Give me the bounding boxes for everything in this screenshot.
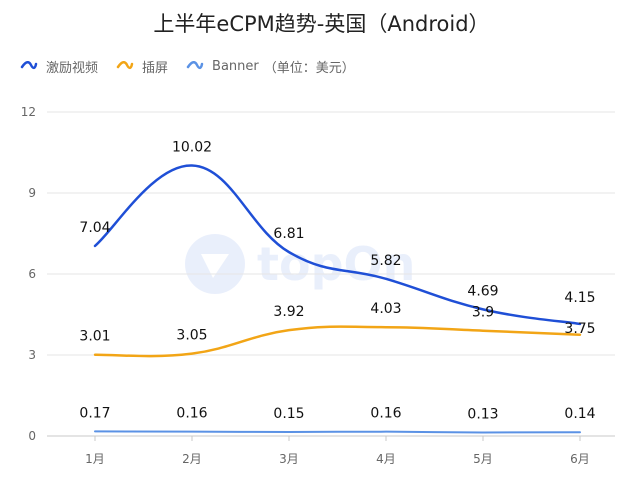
data-label-1-2: 3.92	[273, 304, 304, 320]
x-tick-label-3: 4月	[376, 452, 396, 466]
data-label-1-0: 3.01	[79, 329, 110, 345]
data-label-0-3: 5.82	[370, 253, 401, 269]
data-point-1-0[interactable]	[92, 352, 98, 358]
data-point-0-2[interactable]	[286, 249, 292, 255]
data-label-2-0: 0.17	[79, 405, 110, 421]
data-label-0-0: 7.04	[79, 220, 110, 236]
watermark: topOn	[183, 232, 415, 296]
data-label-2-5: 0.14	[564, 406, 595, 422]
data-label-1-3: 4.03	[370, 301, 401, 317]
data-label-0-1: 10.02	[172, 139, 212, 155]
watermark-logo-icon	[185, 234, 245, 294]
legend-item-0[interactable]: 激励视频	[20, 57, 98, 76]
data-point-2-3[interactable]	[383, 429, 389, 435]
data-label-2-2: 0.15	[273, 406, 304, 422]
data-point-2-0[interactable]	[92, 428, 98, 434]
data-point-1-4[interactable]	[480, 328, 486, 334]
data-point-2-2[interactable]	[286, 429, 292, 435]
data-point-2-4[interactable]	[480, 429, 486, 435]
y-tick-label-2: 6	[28, 267, 36, 281]
legend-swatch-2-icon	[186, 61, 204, 70]
series-line-2[interactable]	[94, 430, 581, 434]
y-tick-label-1: 3	[28, 348, 36, 362]
legend-swatch-1-icon	[116, 61, 134, 70]
data-point-1-1[interactable]	[189, 351, 195, 357]
data-label-0-5: 4.15	[564, 290, 595, 306]
series-line-0[interactable]	[93, 164, 582, 326]
data-label-1-1: 3.05	[176, 328, 207, 344]
data-point-0-0[interactable]	[92, 243, 98, 249]
data-label-0-2: 6.81	[273, 226, 304, 242]
label-layer: 0 3 6 9 12 1月 2月 3月 4月 5月 6月 7.04 10.02 6.81 5.82 4.69 4…	[21, 105, 596, 466]
series-layer	[92, 162, 583, 435]
data-point-0-1[interactable]	[189, 162, 195, 168]
data-label-2-4: 0.13	[467, 406, 498, 422]
legend-item-1[interactable]: 插屏	[116, 57, 168, 76]
chart-title: 上半年eCPM趋势-英国（Android）	[153, 12, 490, 36]
data-label-1-5: 3.75	[564, 321, 595, 337]
x-tick-label-0: 1月	[85, 452, 105, 466]
legend-label-0: 激励视频	[46, 60, 99, 76]
y-tick-label-3: 9	[28, 186, 36, 200]
data-point-2-5[interactable]	[577, 429, 583, 435]
data-point-0-3[interactable]	[383, 276, 389, 282]
legend-unit-note: （单位：美元）	[263, 60, 355, 76]
y-tick-label-0: 0	[28, 429, 36, 443]
x-tick-label-4: 5月	[473, 452, 493, 466]
legend-label-2: Banner	[212, 58, 259, 74]
legend-label-1: 插屏	[142, 60, 169, 76]
data-point-1-2[interactable]	[286, 327, 292, 333]
watermark-text: topOn	[257, 237, 416, 291]
y-tick-label-4: 12	[21, 105, 36, 119]
x-tick-label-1: 2月	[182, 452, 202, 466]
data-label-0-4: 4.69	[467, 283, 498, 299]
grid-layer	[47, 111, 615, 441]
data-point-1-3[interactable]	[383, 324, 389, 330]
series-line-1[interactable]	[93, 325, 582, 358]
legend: 激励视频 插屏 Banner （单位：美元）	[20, 55, 373, 77]
data-point-2-1[interactable]	[189, 429, 195, 435]
x-tick-label-2: 3月	[279, 452, 299, 466]
legend-swatch-0-icon	[20, 61, 38, 70]
data-label-2-3: 0.16	[370, 406, 401, 422]
data-label-1-4: 3.9	[472, 305, 494, 321]
x-tick-label-5: 6月	[570, 452, 590, 466]
data-label-2-1: 0.16	[176, 406, 207, 422]
legend-item-2[interactable]: Banner （单位：美元）	[186, 57, 355, 76]
